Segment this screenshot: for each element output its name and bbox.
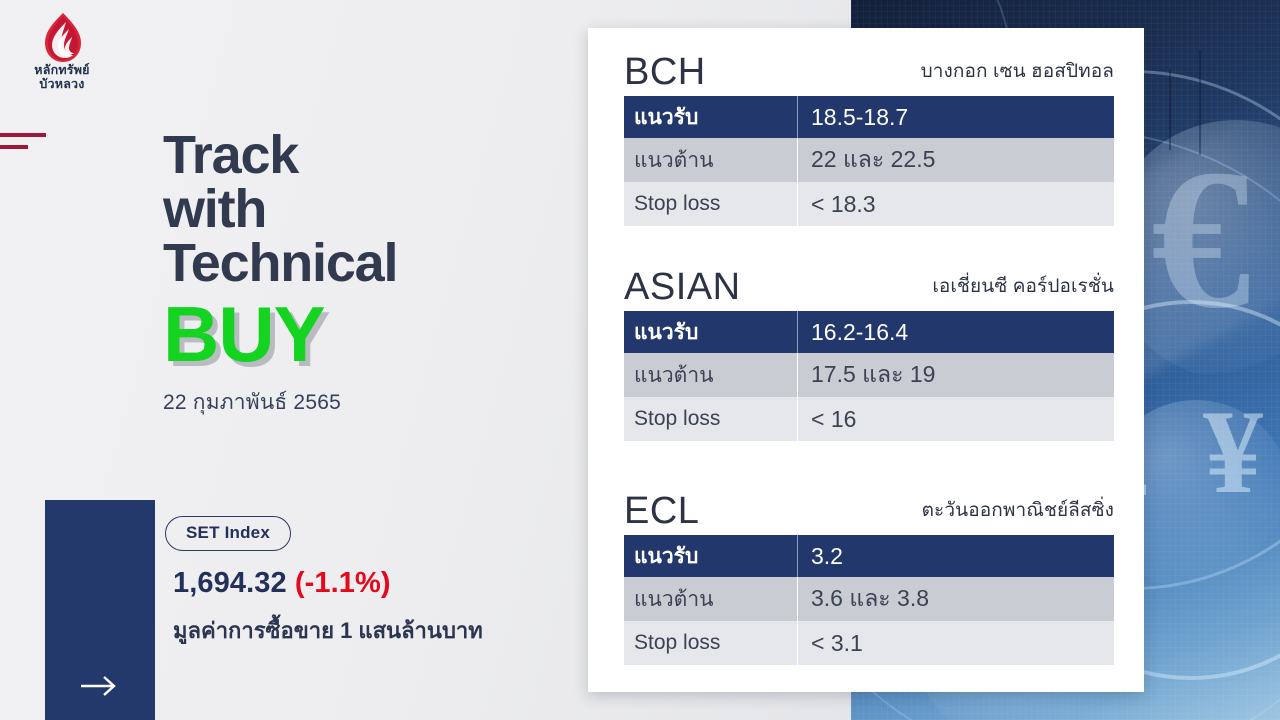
action-buy-label: BUY [163,290,326,378]
brand-logo-text: หลักทรัพย์ บัวหลวง [14,63,110,91]
table-row: แนวรับ 16.2-16.4 [624,311,1114,353]
stock-header: BCH บางกอก เซน ฮอสปิทอล [624,44,1114,96]
brand-logo: หลักทรัพย์ บัวหลวง [14,12,110,96]
yen-currency-icon: ¥ [1203,385,1263,518]
row-value-support: 16.2-16.4 [797,311,1114,353]
row-label-stop-loss: Stop loss [634,407,721,430]
stock-company: เอเชี่ยนซี คอร์ปอเรชั่น [932,276,1114,297]
stock-ticker: BCH [624,51,706,93]
table-row: แนวรับ 18.5-18.7 [624,96,1114,138]
table-row: แนวรับ 3.2 [624,535,1114,577]
stock-recommendations-card: BCH บางกอก เซน ฮอสปิทอล แนวรับ 18.5-18.7… [588,28,1144,692]
arrow-right-icon[interactable] [80,675,120,697]
stock-block: ASIAN เอเชี่ยนซี คอร์ปอเรชั่น แนวรับ 16.… [624,259,1114,441]
candlestick-mark [1169,70,1171,150]
row-label-support: แนวรับ [634,544,699,568]
set-index-value-row: 1,694.32 (-1.1%) [173,567,391,600]
bualuang-flame-icon [45,13,81,62]
stock-header: ECL ตะวันออกพาณิชย์ลีสซิ่ง [624,483,1114,535]
row-value-resistance: 22 และ 22.5 [797,138,1114,182]
row-label-stop-loss: Stop loss [634,192,721,215]
set-index-value: 1,694.32 [173,567,287,599]
accent-line-long [0,133,46,137]
row-value-stop-loss: < 16 [797,397,1114,441]
row-value-resistance: 3.6 และ 3.8 [797,577,1114,621]
row-value-support: 18.5-18.7 [797,96,1114,138]
set-index-change: (-1.1%) [294,567,391,599]
headline-block: Track with Technical BUY 22 กุมภาพันธ์ 2… [163,128,583,419]
candlestick-mark [1199,50,1201,155]
publication-date: 22 กุมภาพันธ์ 2565 [163,391,341,414]
row-label-resistance: แนวต้าน [634,363,714,387]
table-row: แนวต้าน 17.5 และ 19 [624,353,1114,397]
stock-levels-table: แนวรับ 3.2 แนวต้าน 3.6 และ 3.8 Stop loss… [624,535,1114,665]
euro-currency-icon: € [1151,140,1251,340]
row-label-stop-loss: Stop loss [634,631,721,654]
table-row: Stop loss < 3.1 [624,621,1114,665]
stock-ticker: ASIAN [624,266,741,308]
row-value-stop-loss: < 18.3 [797,182,1114,226]
table-row: แนวต้าน 3.6 และ 3.8 [624,577,1114,621]
set-index-pill: SET Index [165,516,291,551]
row-value-stop-loss: < 3.1 [797,621,1114,665]
row-value-support: 3.2 [797,535,1114,577]
accent-line-short [0,145,28,149]
table-row: แนวต้าน 22 และ 22.5 [624,138,1114,182]
stock-ticker: ECL [624,490,700,532]
navy-accent-block [45,500,155,720]
stock-block: BCH บางกอก เซน ฮอสปิทอล แนวรับ 18.5-18.7… [624,44,1114,226]
headline-line-2: with [163,179,267,239]
headline-line-3: Technical [163,233,398,293]
stock-levels-table: แนวรับ 16.2-16.4 แนวต้าน 17.5 และ 19 Sto… [624,311,1114,441]
set-trading-volume: มูลค่าการซื้อขาย 1 แสนล้านบาท [173,618,483,643]
row-label-support: แนวรับ [634,320,699,344]
stock-levels-table: แนวรับ 18.5-18.7 แนวต้าน 22 และ 22.5 Sto… [624,96,1114,226]
table-row: Stop loss < 16 [624,397,1114,441]
row-label-resistance: แนวต้าน [634,587,714,611]
row-label-support: แนวรับ [634,105,699,129]
brand-logo-text-line2: บัวหลวง [39,76,85,91]
stock-block: ECL ตะวันออกพาณิชย์ลีสซิ่ง แนวรับ 3.2 แน… [624,483,1114,665]
row-label-resistance: แนวต้าน [634,148,714,172]
table-row: Stop loss < 18.3 [624,182,1114,226]
stock-company: ตะวันออกพาณิชย์ลีสซิ่ง [921,500,1114,521]
stock-header: ASIAN เอเชี่ยนซี คอร์ปอเรชั่น [624,259,1114,311]
brand-logo-text-line1: หลักทรัพย์ [34,63,90,77]
headline-line-1: Track [163,125,299,185]
row-value-resistance: 17.5 และ 19 [797,353,1114,397]
stock-company: บางกอก เซน ฮอสปิทอล [920,61,1114,82]
